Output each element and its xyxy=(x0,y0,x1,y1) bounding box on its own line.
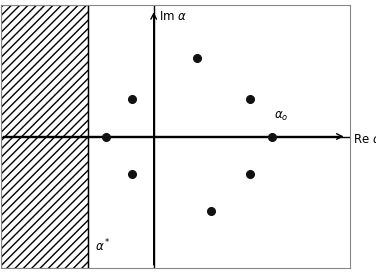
Text: $\alpha_o$: $\alpha_o$ xyxy=(274,110,288,123)
Text: Re $\alpha$: Re $\alpha$ xyxy=(353,133,376,147)
Text: Im $\alpha$: Im $\alpha$ xyxy=(159,10,187,23)
Text: $\alpha^*$: $\alpha^*$ xyxy=(95,238,111,254)
Bar xyxy=(1,5,88,268)
